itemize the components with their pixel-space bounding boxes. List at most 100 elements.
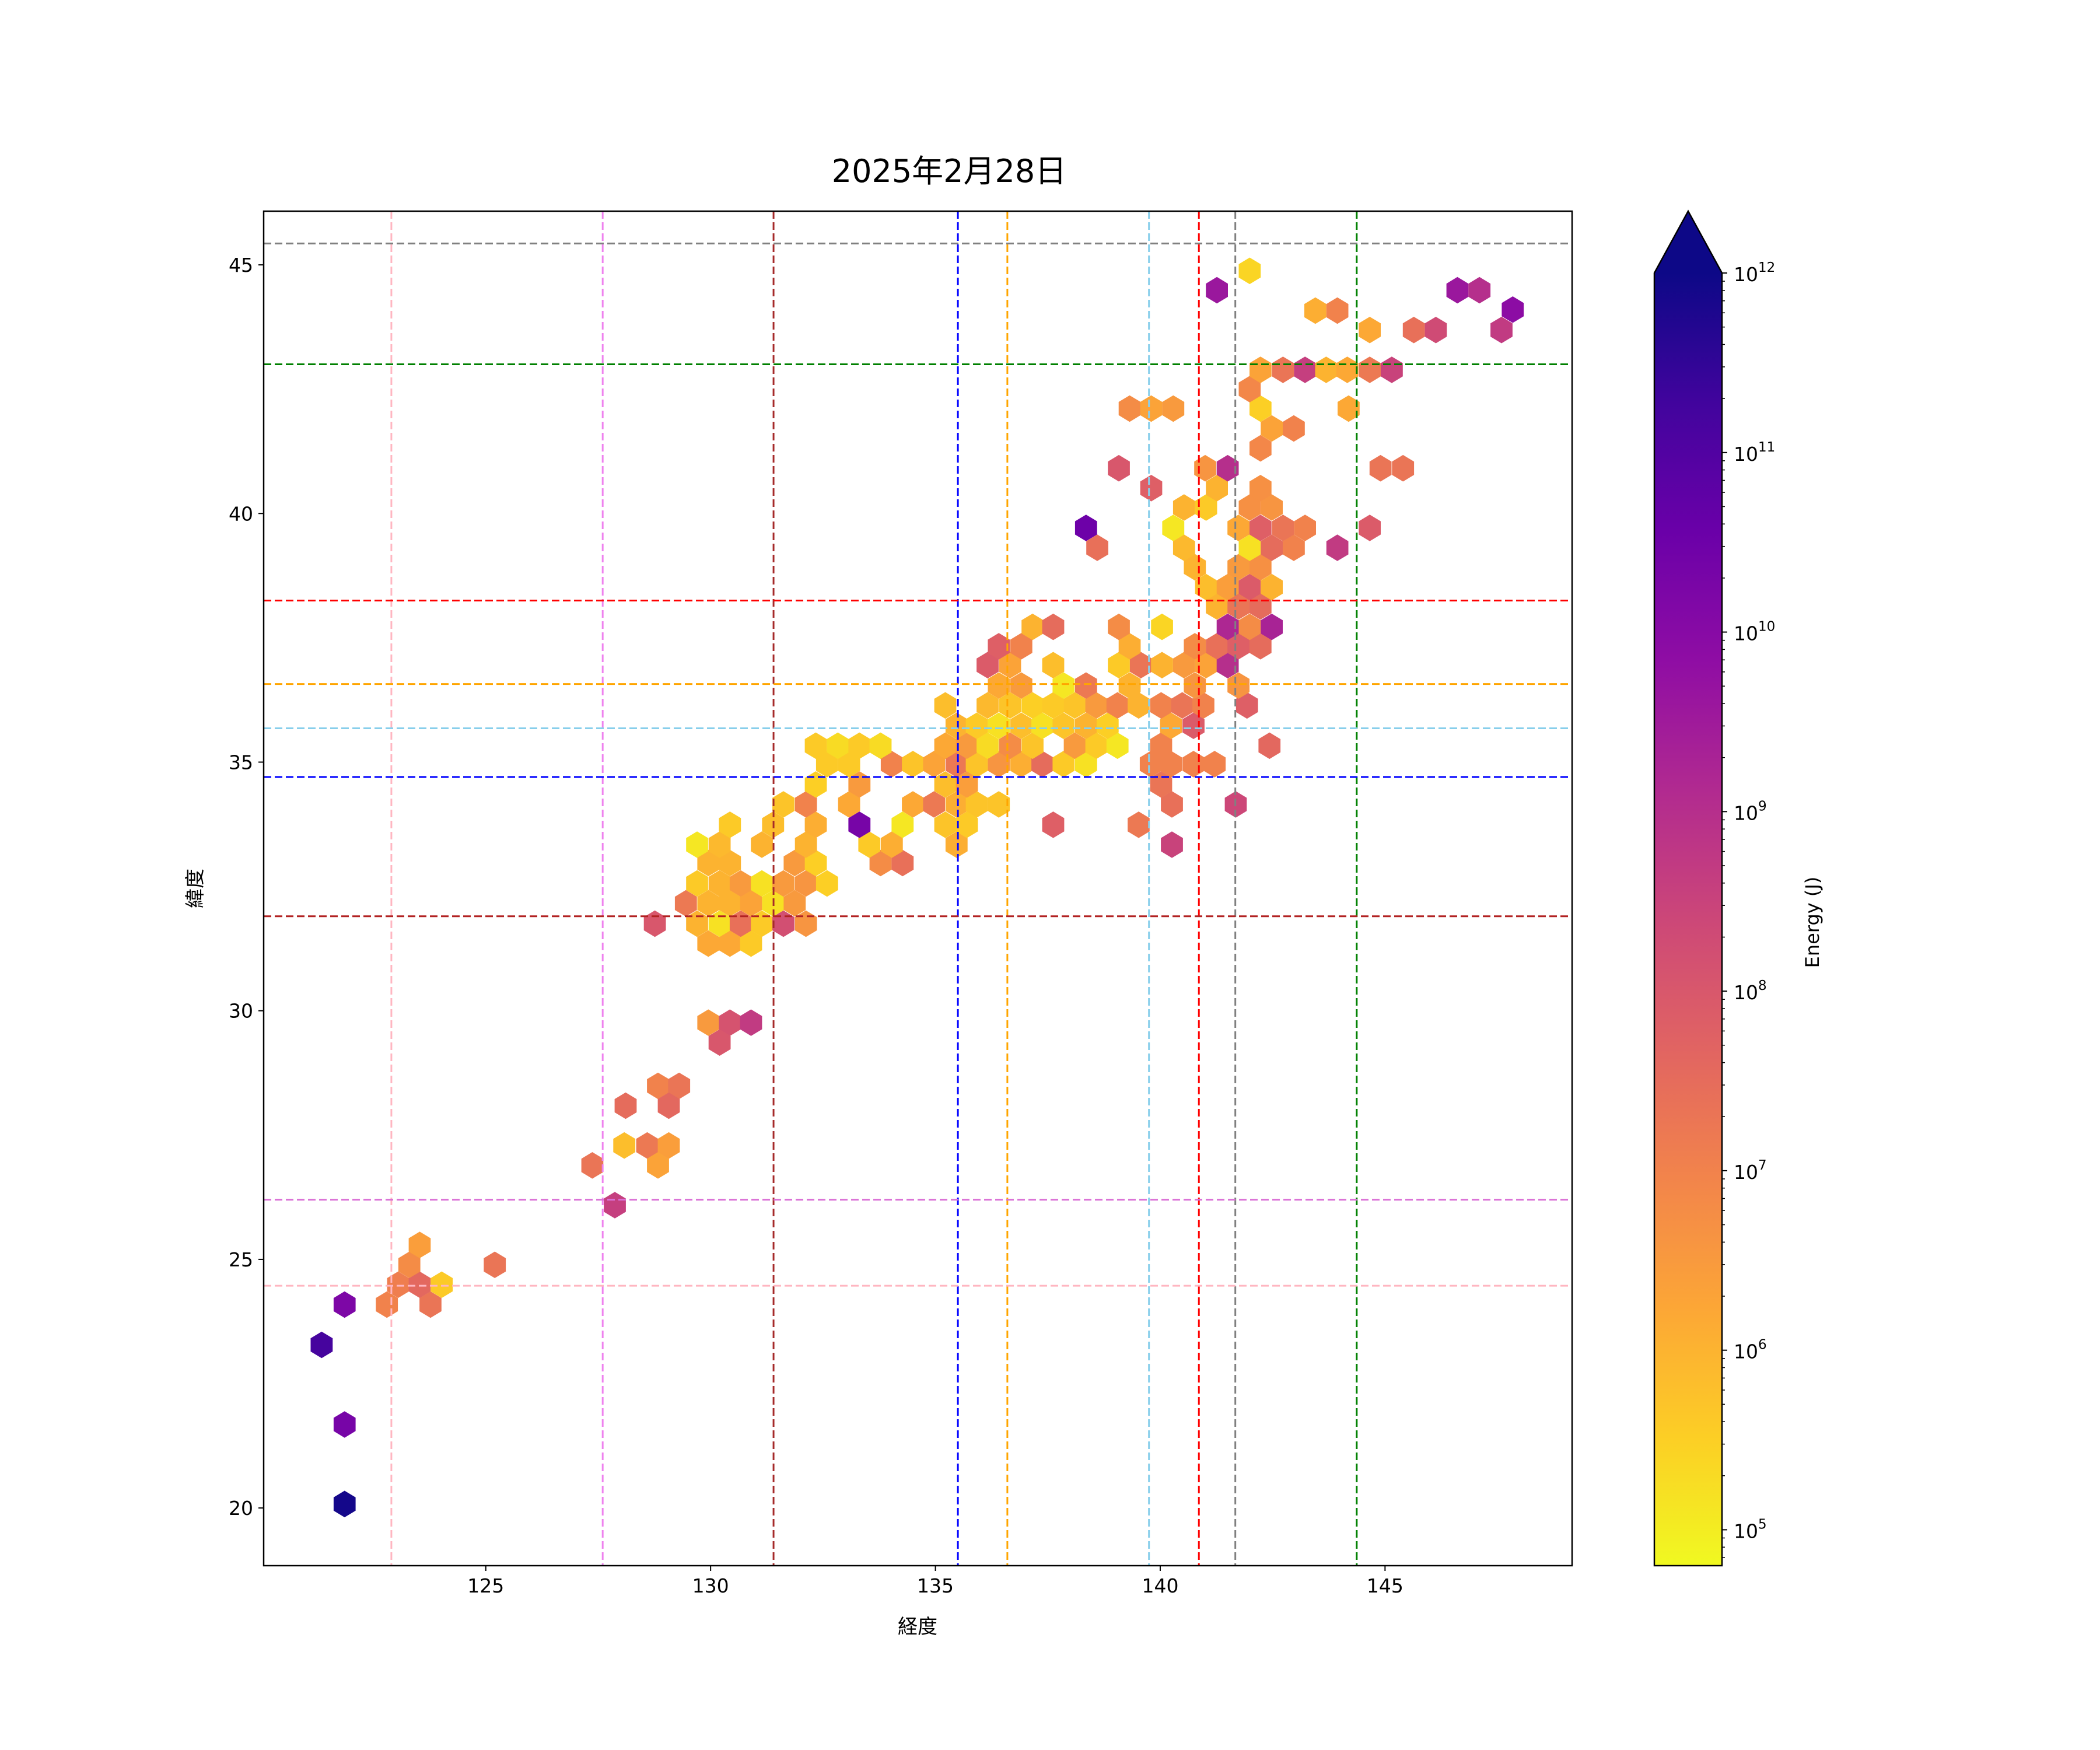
hexbin-cell (1216, 652, 1239, 678)
colorbar-tick-label: 108 (1734, 978, 1767, 1004)
hexbin-cell (333, 1291, 356, 1318)
hexbin-cell (1338, 395, 1360, 422)
hexbin-cell (1250, 356, 1272, 383)
hexbin-cell (988, 791, 1010, 818)
hexbin-cell (1031, 751, 1054, 778)
hexbin-cell (1172, 652, 1195, 678)
hexbin-cell (1294, 356, 1316, 383)
hexbin-cell (772, 870, 794, 897)
hexbin-cell (794, 831, 817, 858)
hexbin-cell (988, 751, 1010, 778)
colorbar-gradient (1654, 273, 1722, 1566)
hexbin-cell (1108, 454, 1130, 482)
hexbin-cell (1227, 633, 1250, 660)
x-tick-label: 125 (467, 1574, 504, 1597)
colorbar-tick-exponent: 6 (1758, 1338, 1767, 1353)
hexbin-cell (1195, 652, 1217, 678)
hexbin-cell (1446, 276, 1469, 304)
hexbin-cell (1128, 811, 1150, 838)
hexbin-cell (1192, 692, 1214, 719)
hexbin-cell (804, 849, 827, 877)
hexbin-cell (1227, 554, 1250, 581)
hexbin-cell (674, 890, 697, 917)
colorbar-tick-exponent: 9 (1758, 799, 1767, 814)
hexbin-cell (1031, 712, 1054, 739)
hexbin-cell (1206, 276, 1228, 304)
hexbin-cell (740, 930, 762, 957)
hexbin-cell (1227, 514, 1250, 541)
hexbin-cell (848, 811, 871, 838)
hexbin-cell (1010, 672, 1032, 699)
hexbin-cell (1250, 554, 1272, 581)
hexbin-cell (751, 831, 773, 858)
hexbin-cell (1206, 475, 1228, 502)
hexbin-cell (408, 1231, 431, 1258)
hexbin-cell (977, 692, 999, 719)
hexbin-cell (816, 751, 838, 778)
hexbin-cell (1129, 652, 1152, 678)
hexbin-cell (965, 791, 988, 818)
hexbin-cell (1261, 573, 1283, 601)
hexbin-cell (934, 732, 957, 760)
hexbin-cell (923, 791, 946, 818)
hexbin-cell (719, 890, 741, 917)
x-tick-label: 140 (1142, 1574, 1178, 1597)
hexbin-cell (1326, 297, 1349, 324)
hexbin-cell (697, 849, 720, 877)
colorbar-tick-exponent: 10 (1758, 620, 1775, 635)
colorbar-tick-base: 10 (1734, 443, 1758, 466)
hexbin-cell (1238, 376, 1261, 402)
colorbar-tick-base: 10 (1734, 802, 1758, 824)
hexbin-cell (1010, 633, 1032, 660)
hexbin-cell (686, 870, 708, 897)
hexbin-cell (794, 870, 817, 897)
hexbin-cell (1139, 751, 1162, 778)
hexbin-cell (1160, 751, 1182, 778)
hexbin-cell (1108, 652, 1130, 678)
hexbin-cell (1140, 475, 1163, 502)
hexbin-cell (956, 811, 978, 838)
hexbin-cell (848, 732, 871, 760)
chart-title: 2025年2月28日 (832, 153, 1067, 190)
hexbin-cell (1162, 514, 1185, 541)
hexbin-cell (1074, 712, 1097, 739)
colorbar-extend-arrow (1654, 211, 1722, 273)
hexbin-cell (783, 890, 806, 917)
hexbin-cell (1206, 633, 1228, 660)
hexbin-cell (1151, 652, 1173, 678)
hexbin-cell (1010, 712, 1032, 739)
hexbin-cell (902, 751, 924, 778)
hexbin-cell (1161, 791, 1183, 818)
hexbin-cell (988, 712, 1010, 739)
hexbin-cell (1074, 514, 1097, 541)
colorbar-tick-base: 10 (1734, 1520, 1758, 1542)
hexbin-cell (965, 712, 988, 739)
hexbin-cell (869, 849, 892, 877)
x-tick-label: 145 (1367, 1574, 1404, 1597)
hexbin-cell (1236, 692, 1258, 719)
hexbin-cell (708, 831, 731, 858)
reference-lines (264, 211, 1572, 1566)
hexbin-cell (816, 870, 838, 897)
hexbin-cell (1283, 534, 1305, 561)
hexbin-cell (1250, 395, 1272, 422)
hexbin-cell (1021, 613, 1044, 640)
hexbin-cell (1490, 317, 1513, 344)
colorbar-tick-label: 109 (1734, 799, 1767, 824)
hexbin-cell (1468, 276, 1491, 304)
hexbin-cell (1042, 811, 1065, 838)
hexbin-cell (751, 870, 773, 897)
y-tick-label: 20 (229, 1497, 253, 1520)
hexbin-cell (430, 1271, 453, 1298)
hexbin-cell (988, 633, 1010, 660)
hexbin-cell (1424, 317, 1447, 344)
hexbin-cell (1238, 257, 1261, 285)
hexbin-cell (1085, 732, 1108, 760)
hexbin-cell (387, 1271, 410, 1298)
plot-frame (262, 210, 1573, 1567)
hexbin-cell (719, 1009, 741, 1036)
colorbar-tick-base: 10 (1734, 981, 1758, 1004)
hexbin-cell (1227, 672, 1250, 699)
colorbar-tick-label: 1012 (1734, 260, 1775, 286)
hexbin-cell (902, 791, 924, 818)
